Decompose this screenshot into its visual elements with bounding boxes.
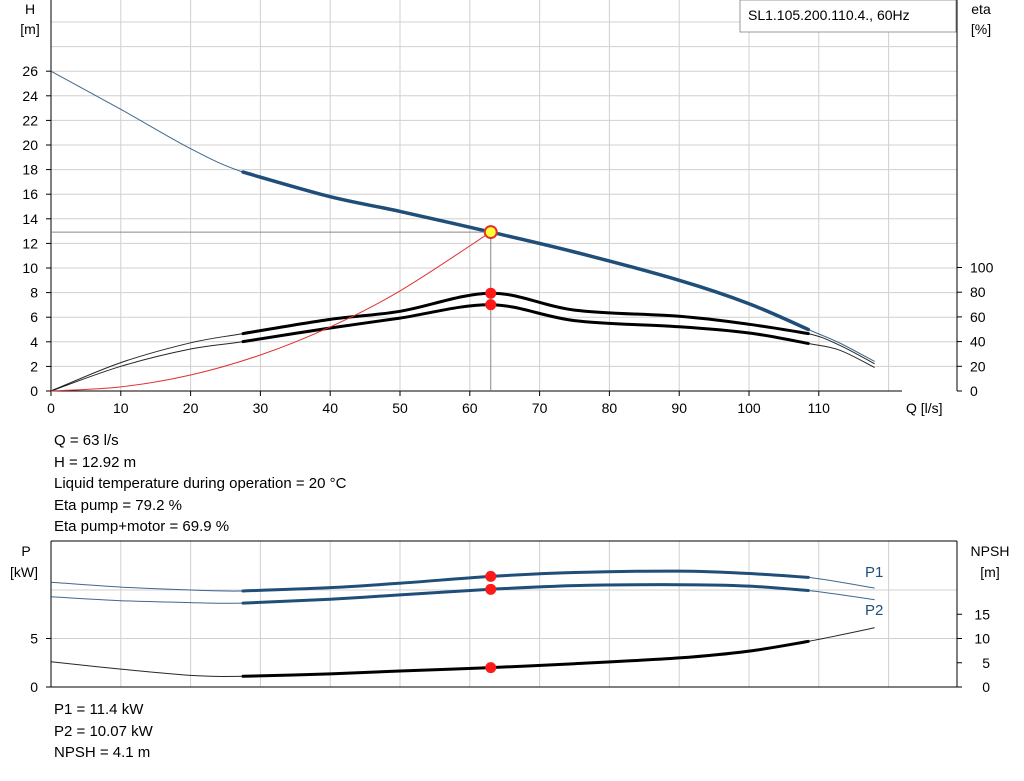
x-tick-label: 30 [253, 400, 269, 416]
npsh-tick-label: 0 [982, 679, 990, 695]
top-chart-series [50, 70, 875, 392]
power-info: P1 = 11.4 kW P2 = 10.07 kW NPSH = 4.1 m [54, 699, 153, 764]
top-chart-grid [50, 0, 957, 391]
op-dot-p2 [485, 583, 497, 595]
x-label: Q [l/s] [906, 400, 943, 416]
x-tick-label: 70 [532, 400, 548, 416]
y-tick-label-left: 26 [22, 63, 38, 79]
series-NPSH-bold [241, 639, 810, 678]
op-dot-npsh [485, 662, 497, 674]
op-dot-head [483, 225, 498, 240]
npsh-label-unit: [m] [980, 564, 999, 580]
op-dot-p1 [485, 570, 497, 582]
p-label-unit: [kW] [10, 564, 38, 580]
p-tick-label: 5 [30, 631, 38, 647]
series-system-curve [50, 231, 491, 392]
npsh-label: NPSH [971, 543, 1010, 559]
y-tick-label-left: 14 [22, 211, 38, 227]
y-tick-label-right: 0 [970, 383, 978, 399]
x-tick-label: 40 [322, 400, 338, 416]
y-tick-label-left: 0 [30, 383, 38, 399]
y-tick-label-right: 40 [970, 334, 986, 350]
bottom-chart-labels: 0 5 0 5 10 15 P [kW] NPSH [m] P1 P2 [10, 543, 1009, 695]
npsh-tick-label: 10 [974, 631, 990, 647]
y-tick-label-left: 8 [30, 285, 38, 301]
info-eta-pump: Eta pump = 79.2 % [54, 496, 182, 514]
y-tick-label-left: 18 [22, 162, 38, 178]
op-dot-eta-pump [485, 287, 497, 299]
x-tick-label: 0 [47, 400, 55, 416]
series-eta_pump-bold [241, 291, 810, 336]
npsh-tick-label: 15 [974, 606, 990, 622]
info-npsh: NPSH = 4.1 m [54, 744, 151, 761]
y-label-left-unit: [m] [20, 21, 39, 37]
y-tick-label-left: 4 [30, 334, 38, 350]
series-H-bold [241, 170, 811, 332]
series-H-thin [50, 70, 875, 362]
x-tick-label: 10 [113, 400, 129, 416]
x-tick-label: 110 [808, 400, 831, 416]
info-p2: P2 = 10.07 kW [54, 722, 153, 740]
bottom-chart-series [50, 569, 875, 678]
y-label-left: H [25, 1, 35, 17]
op-dot-eta-total [485, 299, 497, 311]
operating-point-info: Q = 63 l/s H = 12.92 m Liquid temperatur… [54, 430, 346, 538]
npsh-tick-label: 5 [982, 655, 990, 671]
x-tick-label: 60 [462, 400, 478, 416]
series-label-p1: P1 [865, 564, 883, 581]
y-tick-label-left: 24 [22, 88, 38, 104]
info-p1: P1 = 11.4 kW [54, 701, 144, 718]
y-label-right: eta [971, 1, 991, 17]
series-P2-bold [241, 583, 810, 605]
y-tick-label-right: 20 [970, 358, 986, 374]
y-tick-label-left: 16 [22, 186, 38, 202]
y-label-right-unit: [%] [971, 21, 991, 37]
y-tick-label-left: 2 [30, 358, 38, 374]
y-tick-label-right: 60 [970, 309, 986, 325]
bottom-chart-axes [46, 540, 962, 688]
y-tick-label-left: 6 [30, 309, 38, 325]
y-tick-label-right: 100 [970, 260, 994, 276]
x-tick-label: 90 [671, 400, 687, 416]
y-tick-label-right: 80 [970, 284, 986, 300]
p-label: P [21, 543, 30, 559]
y-tick-label-left: 10 [22, 260, 38, 276]
series-eta_total-bold [241, 303, 810, 345]
series-P1-bold [241, 569, 810, 593]
x-tick-label: 50 [392, 400, 408, 416]
y-tick-label-left: 12 [22, 235, 38, 251]
x-tick-label: 20 [183, 400, 199, 416]
chart-title-box: SL1.105.200.110.4., 60Hz [739, 0, 957, 33]
info-eta-total: Eta pump+motor = 69.9 % [54, 518, 230, 535]
p-tick-label: 0 [30, 679, 38, 695]
x-tick-label: 100 [737, 400, 761, 416]
y-tick-label-left: 22 [22, 112, 38, 128]
series-label-p2: P2 [865, 602, 883, 619]
top-chart-labels: 0 10 20 30 40 50 60 70 80 90 100 110024681012141618… [20, 1, 993, 416]
info-temperature: Liquid temperature during operation = 20… [54, 475, 347, 492]
info-h: H = 12.92 m [54, 453, 137, 471]
bottom-chart-grid [50, 541, 957, 687]
chart-title: SL1.105.200.110.4., 60Hz [748, 7, 910, 23]
x-tick-label: 80 [602, 400, 618, 416]
info-q: Q = 63 l/s [54, 432, 119, 449]
top-chart-axes [46, 0, 962, 396]
y-tick-label-left: 20 [22, 137, 38, 153]
